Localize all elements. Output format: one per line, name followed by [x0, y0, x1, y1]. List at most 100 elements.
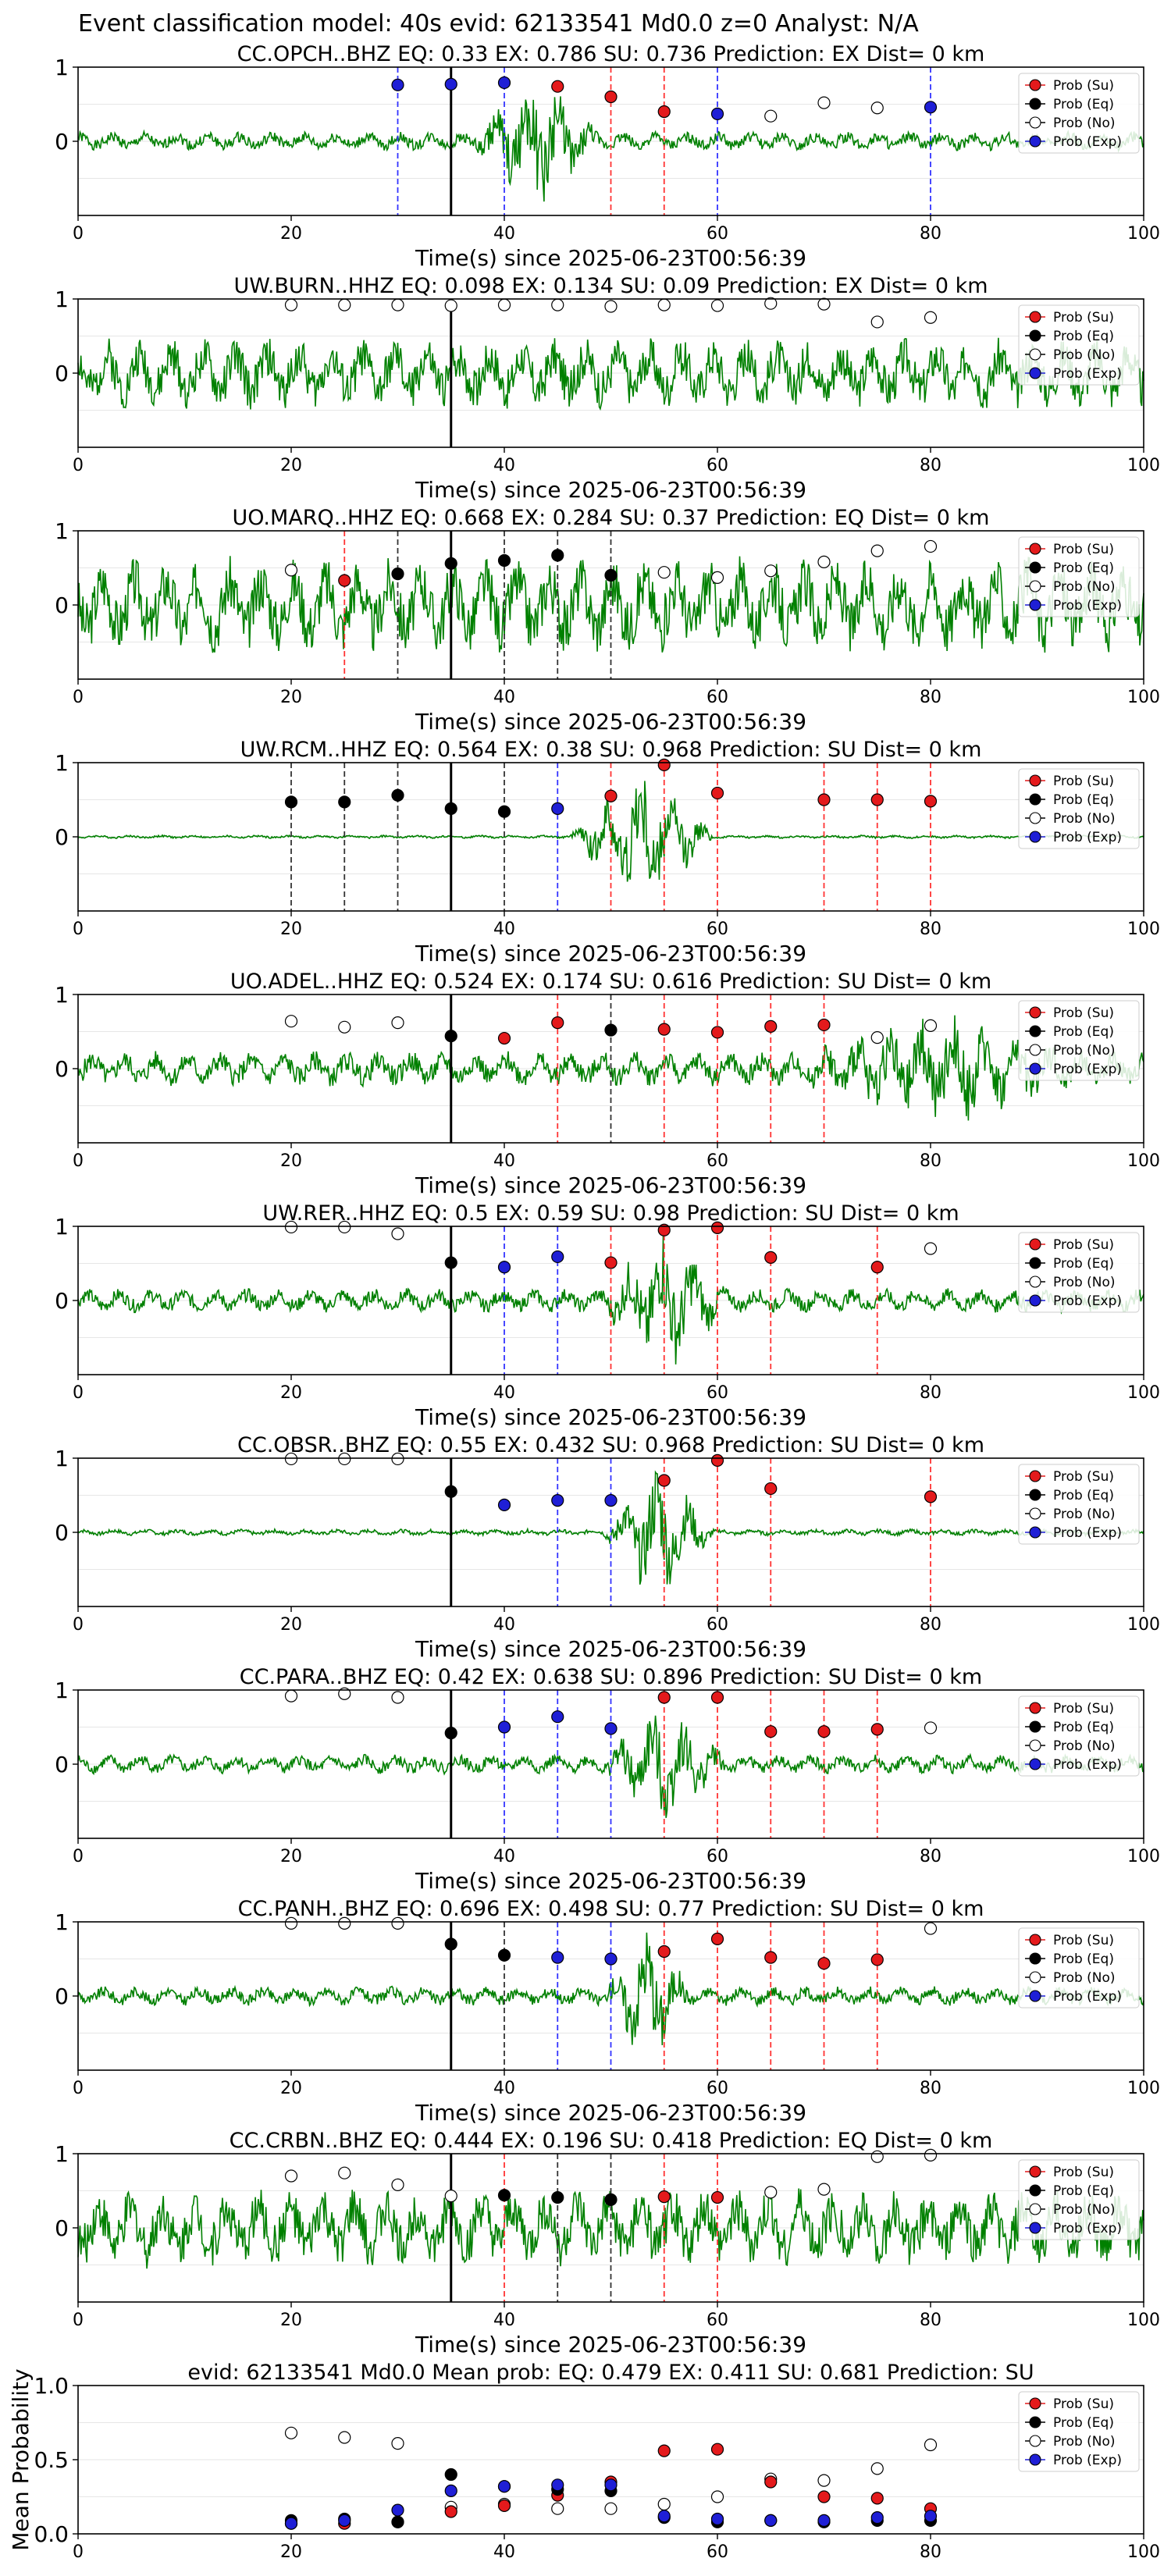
legend-marker-eq — [1029, 98, 1041, 110]
waveform-trace — [77, 337, 1144, 411]
legend-label: Prob (No) — [1053, 1738, 1116, 1754]
prob-point-su — [817, 1018, 831, 1032]
prob-point-no — [924, 1721, 938, 1735]
mean-prob-point-no — [338, 2431, 351, 2444]
y-tick-label: 1 — [55, 55, 69, 80]
legend-label: Prob (No) — [1053, 811, 1116, 827]
mean-prob-point-exp — [924, 2510, 938, 2523]
x-axis-label: Time(s) since 2025-06-23T00:56:39 — [415, 477, 806, 503]
waveform-trace — [77, 1932, 1144, 2046]
y-tick-label: 1 — [55, 1214, 69, 1240]
legend-marker-eq — [1029, 2184, 1041, 2197]
x-tick-label: 40 — [493, 2079, 515, 2098]
prob-point-no — [924, 2148, 938, 2161]
x-tick-label: 20 — [280, 224, 302, 244]
legend-label: Prob (Exp) — [1053, 1989, 1122, 2005]
prob-point-su — [657, 1223, 671, 1236]
panel-title: UO.MARQ..HHZ EQ: 0.668 EX: 0.284 SU: 0.3… — [233, 506, 990, 530]
legend-label: Prob (Su) — [1053, 2396, 1114, 2412]
x-axis-label: Time(s) since 2025-06-23T00:56:39 — [415, 1172, 806, 1198]
x-tick-label: 60 — [707, 2542, 728, 2562]
legend-marker-su — [1029, 1702, 1041, 1714]
prob-point-su — [657, 1474, 671, 1487]
mean-prob-point-exp — [657, 2510, 671, 2523]
legend-marker-eq — [1029, 561, 1041, 574]
prob-point-no — [924, 1019, 938, 1033]
legend-label: Prob (Exp) — [1053, 1757, 1122, 1773]
panel-title: UW.RCM..HHZ EQ: 0.564 EX: 0.38 SU: 0.968… — [240, 738, 982, 762]
x-tick-label: 100 — [1127, 2311, 1160, 2330]
prob-point-exp — [444, 77, 457, 91]
x-tick-label: 80 — [920, 224, 941, 244]
x-tick-label: 0 — [73, 1383, 84, 1403]
y-tick-label: 0 — [55, 824, 69, 850]
x-tick-label: 80 — [920, 688, 941, 707]
legend-marker-su — [1029, 1006, 1041, 1019]
prob-point-su — [657, 1691, 671, 1704]
legend-marker-exp — [1029, 599, 1041, 611]
panel-title: CC.OBSR..BHZ EQ: 0.55 EX: 0.432 SU: 0.96… — [237, 1433, 984, 1457]
mean-prob-point-exp — [710, 2512, 724, 2526]
prob-point-su — [764, 1725, 778, 1738]
prob-point-no — [924, 539, 938, 553]
panel-title: CC.CRBN..BHZ EQ: 0.444 EX: 0.196 SU: 0.4… — [230, 2129, 993, 2153]
legend-marker-no — [1029, 1507, 1041, 1520]
chart-panel-1: 0 20 40 60 80 100 0 1 CC.OPCH..BHZ EQ: 0.33 EX: … — [55, 42, 1160, 271]
prob-point-su — [764, 1251, 778, 1265]
x-tick-label: 60 — [707, 456, 728, 475]
legend-box — [1018, 768, 1140, 849]
prob-point-su — [817, 793, 831, 806]
mean-prob-point-no — [551, 2502, 564, 2515]
y-tick-label: 1 — [55, 2141, 69, 2167]
x-axis-label: Time(s) since 2025-06-23T00:56:39 — [415, 709, 806, 735]
prob-point-su — [604, 789, 618, 802]
prob-point-su — [710, 1221, 724, 1235]
prob-point-eq — [444, 557, 457, 570]
y-tick-label: 0 — [55, 129, 69, 155]
legend-marker-exp — [1029, 367, 1041, 379]
legend-label: Prob (Eq) — [1053, 1720, 1114, 1735]
legend-marker-exp — [1029, 1758, 1041, 1770]
mean-prob-point-exp — [817, 2514, 831, 2527]
legend-marker-eq — [1029, 1025, 1041, 1037]
x-tick-label: 80 — [920, 1615, 941, 1635]
legend-marker-exp — [1029, 2222, 1041, 2234]
legend-marker-no — [1029, 116, 1041, 129]
y-axis-label: Mean Probability — [8, 2368, 34, 2550]
x-tick-label: 60 — [707, 2079, 728, 2098]
mean-prob-point-exp — [604, 2478, 618, 2492]
legend-label: Prob (Exp) — [1053, 366, 1122, 382]
prob-point-no — [284, 564, 298, 577]
prob-point-no — [817, 96, 831, 109]
prob-point-su — [870, 1261, 884, 1274]
chart-panel-9: 0 20 40 60 80 100 0 1 CC.PANH..BHZ EQ: 0.696 EX:… — [55, 1897, 1160, 2126]
prob-point-exp — [391, 78, 404, 91]
mean-prob-point-exp — [444, 2484, 457, 2497]
prob-point-no — [391, 1452, 404, 1466]
mean-prob-point-su — [870, 2492, 884, 2505]
prob-point-no — [870, 315, 884, 329]
legend-label: Prob (Su) — [1053, 78, 1114, 94]
y-tick-label: 1.0 — [34, 2373, 69, 2399]
prob-point-no — [924, 1922, 938, 1935]
prob-point-eq — [391, 567, 404, 581]
prob-point-su — [817, 1725, 831, 1738]
prob-point-no — [284, 1015, 298, 1028]
prob-point-no — [391, 1916, 404, 1930]
legend-marker-no — [1029, 580, 1041, 592]
y-tick-label: 1 — [55, 518, 69, 544]
legend-box — [1018, 2391, 1140, 2472]
y-tick-label: 0 — [55, 1984, 69, 2009]
legend-marker-no — [1029, 1971, 1041, 1984]
prob-point-no — [338, 1916, 351, 1930]
x-tick-label: 40 — [493, 1383, 515, 1403]
prob-point-no — [710, 571, 724, 584]
prob-point-no — [817, 555, 831, 569]
legend-box — [1018, 1000, 1140, 1081]
x-tick-label: 0 — [73, 2311, 84, 2330]
prob-point-su — [764, 1019, 778, 1033]
y-tick-label: 0 — [55, 592, 69, 618]
panel-title: CC.PANH..BHZ EQ: 0.696 EX: 0.498 SU: 0.7… — [238, 1897, 984, 1921]
legend: Prob (Su) Prob (Eq) Prob (No) Prob (Exp) — [1018, 536, 1140, 617]
x-tick-label: 0 — [73, 2542, 84, 2562]
